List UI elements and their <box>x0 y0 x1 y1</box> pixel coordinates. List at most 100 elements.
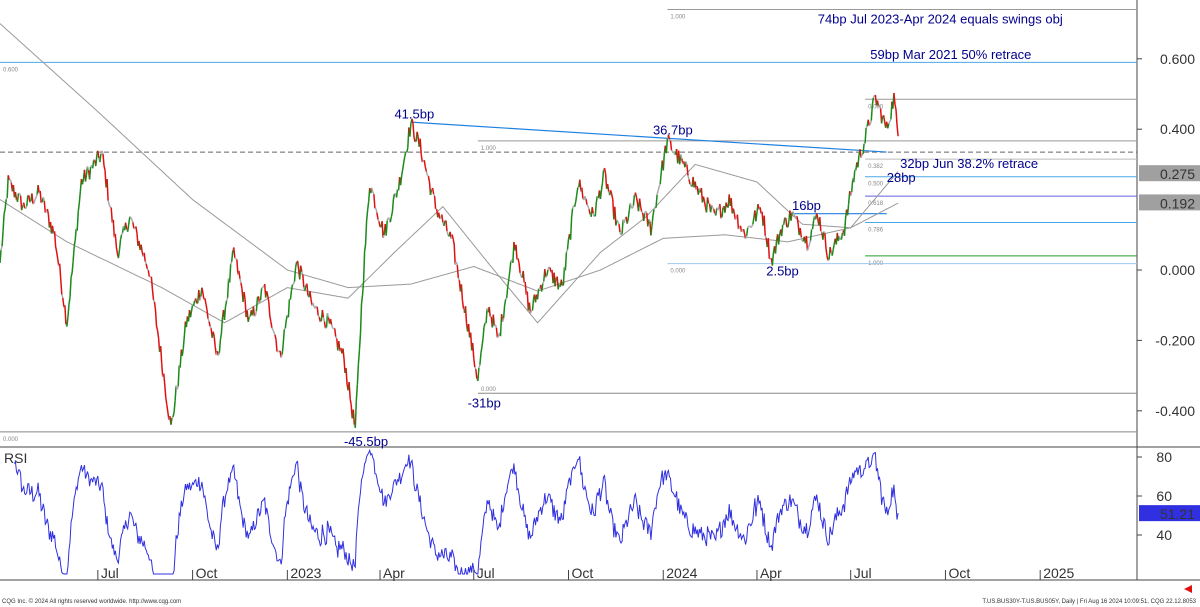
price-bar <box>267 295 270 302</box>
price-bar <box>378 221 381 227</box>
price-bar <box>135 226 138 234</box>
price-bar <box>784 216 787 219</box>
annotation-label: 74bp Jul 2023-Apr 2024 equals swings obj <box>818 12 1063 27</box>
fib-level-label: 0.000 <box>3 437 19 443</box>
price-marker-label: 0.275 <box>1160 166 1195 182</box>
price-bar <box>219 333 223 341</box>
price-bar <box>446 230 449 236</box>
price-bar <box>58 263 62 281</box>
price-bar <box>226 278 230 298</box>
price-tick-label: -0.200 <box>1155 332 1195 348</box>
price-bar <box>382 234 385 239</box>
price-bar <box>680 154 683 159</box>
price-bar <box>827 258 830 261</box>
price-bar <box>304 285 307 291</box>
price-bar <box>233 247 236 258</box>
price-bar <box>326 313 330 318</box>
price-bar <box>131 219 134 223</box>
price-bar <box>20 205 24 211</box>
price-bar <box>480 346 483 353</box>
price-bar <box>373 194 376 209</box>
price-bar <box>25 205 28 209</box>
price-bar <box>411 118 414 124</box>
price-bar <box>688 179 691 185</box>
price-bar <box>653 207 656 210</box>
price-bar <box>509 261 512 272</box>
price-bar <box>805 235 809 251</box>
price-bar <box>780 224 784 237</box>
price-bar <box>564 252 568 271</box>
price-bar <box>64 305 67 325</box>
price-bar <box>390 211 394 217</box>
price-bar <box>620 233 623 236</box>
price-bar <box>632 194 636 206</box>
price-bar <box>811 220 815 230</box>
price-bar <box>652 209 655 216</box>
price-bar <box>269 315 272 322</box>
price-bar <box>0 250 2 264</box>
symbol-caption: T.US.BUS30Y-T.US.BUS05Y, Daily | Fri Aug… <box>982 599 1196 605</box>
price-bar <box>377 219 380 222</box>
price-bar <box>662 153 666 171</box>
price-bar <box>204 298 207 305</box>
price-bar <box>665 138 669 154</box>
price-bar <box>702 196 706 202</box>
price-bar <box>474 366 477 370</box>
price-bar <box>107 200 110 205</box>
price-bar <box>431 187 435 195</box>
price-bar <box>120 232 124 236</box>
price-bar <box>319 320 322 323</box>
price-bar <box>283 327 286 330</box>
price-bar <box>130 217 133 220</box>
price-bar <box>880 115 884 124</box>
price-bar <box>645 210 648 214</box>
price-bar <box>212 331 215 337</box>
time-tick-label: 2025 <box>1043 565 1074 581</box>
price-bar <box>600 182 604 191</box>
price-bar <box>887 123 890 129</box>
price-bar <box>453 244 456 265</box>
price-bar <box>562 267 566 286</box>
price-bar <box>299 265 303 272</box>
price-bar <box>423 160 427 168</box>
price-bar <box>857 155 860 168</box>
price-bar <box>744 235 748 239</box>
price-bar <box>281 344 284 355</box>
price-bar <box>441 214 444 223</box>
copyright: CQG Inc. © 2024 All rights reserved worl… <box>2 599 182 605</box>
price-bar <box>306 283 309 296</box>
fib-level-label: 0.600 <box>3 67 19 73</box>
price-bar <box>342 348 345 359</box>
fib-level-label: 0.786 <box>868 227 884 233</box>
price-bar <box>809 229 813 241</box>
price-bar <box>360 295 364 305</box>
price-bar <box>302 274 305 288</box>
price-tick-label: -0.400 <box>1155 403 1195 419</box>
price-bar <box>639 206 643 212</box>
price-bar <box>365 209 369 221</box>
price-bar <box>655 194 658 208</box>
price-bar <box>871 97 875 106</box>
price-bar <box>540 283 544 292</box>
price-bar <box>635 197 639 204</box>
price-bar <box>800 237 804 242</box>
price-bar <box>806 247 810 251</box>
price-bar <box>201 287 204 294</box>
price-bar <box>599 189 603 200</box>
price-bar <box>0 245 3 251</box>
price-bar <box>824 233 827 249</box>
price-bar <box>97 150 100 159</box>
price-bar <box>838 236 842 240</box>
price-bar <box>574 194 578 203</box>
price-bar <box>62 297 65 308</box>
price-bar <box>517 258 520 264</box>
fib-level-label: 1.000 <box>670 15 686 21</box>
price-bar <box>224 300 228 307</box>
price-bar <box>252 306 256 317</box>
price-bar <box>144 261 147 265</box>
price-bar <box>272 329 275 333</box>
price-bar <box>359 303 363 334</box>
price-bar <box>457 277 460 281</box>
price-bar <box>329 318 333 325</box>
price-bar <box>518 263 521 273</box>
